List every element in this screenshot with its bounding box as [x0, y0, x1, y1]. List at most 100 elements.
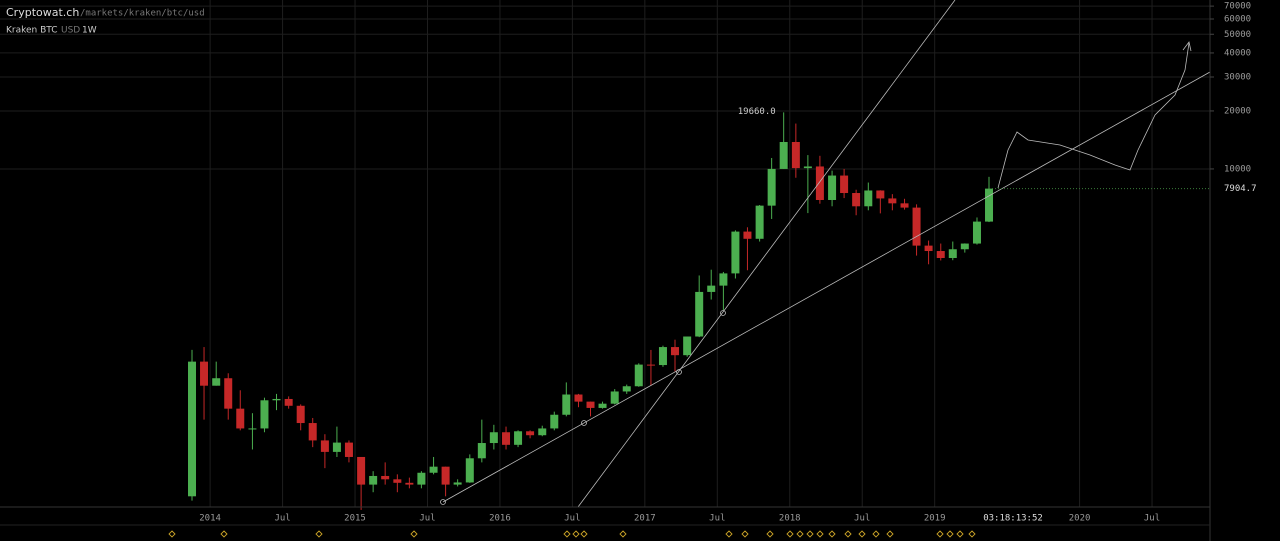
candle-body — [586, 401, 595, 408]
candle-body — [417, 472, 426, 485]
x-tick-label: Jul — [709, 514, 725, 524]
candle-body — [514, 431, 523, 445]
candle-body — [538, 428, 547, 436]
anchor — [440, 499, 446, 505]
x-tick-label: 2015 — [344, 514, 366, 524]
projection — [997, 41, 1192, 189]
quote-currency: USD — [61, 26, 80, 36]
candle-body — [695, 291, 704, 337]
candle-body — [912, 207, 921, 246]
candle-body — [393, 479, 402, 483]
candle-body — [308, 423, 317, 441]
trend-line — [577, 0, 956, 508]
candle-body — [719, 273, 728, 286]
candle-body — [212, 378, 221, 386]
candle-body — [755, 205, 764, 239]
candle-body — [646, 364, 655, 366]
candle-body — [320, 440, 329, 452]
candle-body — [960, 243, 969, 250]
candle-body — [369, 475, 378, 485]
candle-body — [622, 386, 631, 392]
candle-body — [332, 442, 341, 452]
x-tick-label: 2016 — [489, 514, 511, 524]
x-tick-label: 2017 — [634, 514, 656, 524]
candle-body — [344, 442, 353, 457]
candle-body — [900, 203, 909, 208]
time-label: 03:18:13:52 — [983, 514, 1043, 524]
x-tick-label: Jul — [564, 514, 580, 524]
event-markers — [168, 530, 976, 538]
anchor — [581, 420, 587, 426]
candle-body — [526, 431, 535, 436]
candle-body — [465, 458, 474, 483]
candle-body — [707, 285, 716, 292]
grid — [0, 0, 1210, 507]
site-name[interactable]: Cryptowat.ch — [6, 6, 79, 19]
candle-body — [936, 251, 945, 258]
x-tick-label: Jul — [854, 514, 870, 524]
candle-body — [260, 400, 269, 429]
candle-body — [248, 428, 257, 430]
market-name: Kraken BTC — [6, 26, 58, 36]
x-tick-label: 2014 — [199, 514, 221, 524]
candle-body — [296, 405, 305, 424]
candle-body — [272, 398, 281, 401]
candle-body — [803, 166, 812, 169]
x-tick-label: 2019 — [924, 514, 946, 524]
candle-body — [948, 249, 957, 258]
anchor — [676, 369, 682, 375]
candle-body — [658, 347, 667, 366]
trend-line — [442, 71, 1211, 503]
data-label: 19660.0 — [738, 107, 776, 117]
candle-body — [731, 231, 740, 274]
candle-body — [550, 414, 559, 429]
candle-body — [489, 432, 498, 444]
candle-body — [574, 394, 583, 402]
candle-body — [405, 482, 414, 485]
candle-body — [236, 408, 245, 429]
candle-body — [670, 347, 679, 356]
candle-body — [598, 403, 607, 408]
candle-body — [453, 482, 462, 485]
candle-body — [224, 378, 233, 409]
y-tick-label: 60000 — [1224, 15, 1251, 25]
candle-body — [381, 475, 390, 480]
y-tick-label: 40000 — [1224, 48, 1251, 58]
candle-body — [562, 394, 571, 415]
candle-body — [188, 361, 197, 497]
candle-body — [864, 190, 873, 207]
candle-body — [502, 432, 511, 445]
candle-body — [610, 391, 619, 404]
y-tick-label: 10000 — [1224, 164, 1251, 174]
market-path[interactable]: /markets/kraken/btc/usd — [80, 9, 205, 19]
x-tick-label: Jul — [419, 514, 435, 524]
candle-body — [683, 336, 692, 356]
candle-body — [852, 193, 861, 207]
y-tick-label: 30000 — [1224, 73, 1251, 83]
y-tick-label: 50000 — [1224, 30, 1251, 40]
candles — [188, 112, 994, 510]
candle-body — [634, 364, 643, 387]
x-tick-label: Jul — [274, 514, 290, 524]
anchor — [720, 310, 726, 316]
candle-body — [284, 398, 293, 406]
candle-body — [200, 361, 209, 386]
candle-body — [840, 175, 849, 194]
candle-body — [972, 221, 981, 244]
period[interactable]: 1W — [82, 26, 97, 36]
y-tick-label: 70000 — [1224, 2, 1251, 12]
candle-body — [441, 466, 450, 485]
candle-body — [429, 466, 438, 473]
last-price-label: 7904.7 — [1224, 184, 1257, 194]
candle-body — [924, 245, 933, 252]
candle-body — [743, 231, 752, 239]
x-tick-label: 2020 — [1069, 514, 1091, 524]
candle-body — [876, 190, 885, 199]
x-tick-label: 2018 — [779, 514, 801, 524]
candle-body — [985, 188, 994, 222]
candle-body — [815, 166, 824, 200]
drawings — [440, 0, 1211, 508]
y-tick-label: 20000 — [1224, 106, 1251, 116]
